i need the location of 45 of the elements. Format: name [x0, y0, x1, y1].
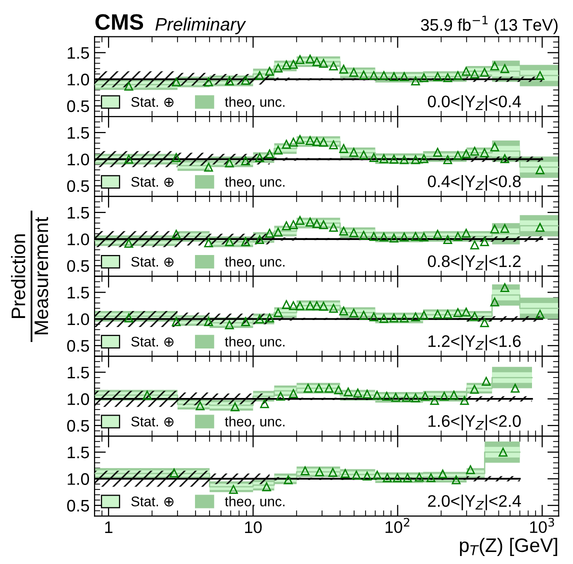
- x-tick-label: 10$^{2}$: [386, 518, 410, 534]
- chart-subtitle: Preliminary: [155, 17, 246, 34]
- y-tick-label: 0.5: [67, 100, 89, 112]
- annotation: 0.8<|Y$_{Z}$|<1.2: [428, 254, 521, 271]
- x-tick-label: 10: [245, 521, 262, 534]
- legend-label: Stat. ⊕: [131, 256, 174, 267]
- annotation: 0.4<|Y$_{Z}$|<0.8: [428, 175, 521, 191]
- series-label: theo. unc.: [224, 256, 284, 267]
- y-tick-label: 1.5: [68, 366, 89, 378]
- y-tick-label: 1.5: [68, 286, 89, 299]
- series-label: theo. unc.: [224, 416, 284, 426]
- y-tick-label: 1.0: [68, 154, 90, 166]
- text: 35.9 fb$^{−1}$ (13 TeV): [420, 16, 558, 34]
- y-tick-label: 1.0: [68, 393, 90, 406]
- annotation: 0.0<|Y$_{Z}$|<0.4: [428, 95, 521, 111]
- series-label: theo. unc.: [224, 496, 284, 506]
- y-axis-title: Prediction Measurement: [10, 217, 48, 334]
- y-tick-label: 1.0: [68, 74, 90, 86]
- y-tick-label: 1.5: [68, 446, 89, 458]
- y-tick-label: 1.0: [68, 313, 90, 326]
- y-tick-label: 1.5: [68, 207, 89, 219]
- legend-label: Stat. ⊕: [131, 416, 174, 427]
- x-tick-label: 1: [105, 522, 112, 533]
- y-tick-label: 1.0: [68, 473, 90, 485]
- legend-label: theo. unc.: [224, 96, 284, 107]
- chart-title: CMS: [95, 14, 144, 30]
- y-tick-label: 0.5: [67, 180, 89, 192]
- y-tick-label: 0.5: [67, 260, 89, 272]
- annotation: 1.2<|Y$_{Z}$|<1.6: [428, 334, 521, 350]
- y-tick-label: 0.5: [67, 500, 89, 512]
- legend-label: Stat. ⊕: [131, 97, 174, 107]
- y-tick-label: 1.0: [68, 233, 90, 246]
- annotation: 1.6<|Y$_{Z}$|<2.0: [428, 414, 521, 430]
- legend-label: theo. unc.: [224, 336, 284, 347]
- y-tick-label: 0.5: [67, 340, 89, 352]
- legend-label: Stat. ⊕: [131, 336, 174, 347]
- x-axis-title: p$_{T}$(Z) [GeV]: [460, 538, 558, 556]
- series-label: theo. unc.: [224, 176, 284, 187]
- legend-label: Stat. ⊕: [131, 496, 174, 506]
- y-tick-label: 1.5: [68, 47, 89, 59]
- x-tick-label: 10$^{3}$: [530, 518, 554, 534]
- legend-label: Stat. ⊕: [131, 176, 174, 187]
- annotation: 2.0<|Y$_{Z}$|<2.4: [428, 494, 521, 510]
- y-tick-label: 1.5: [68, 127, 89, 139]
- y-tick-label: 0.5: [67, 420, 89, 432]
